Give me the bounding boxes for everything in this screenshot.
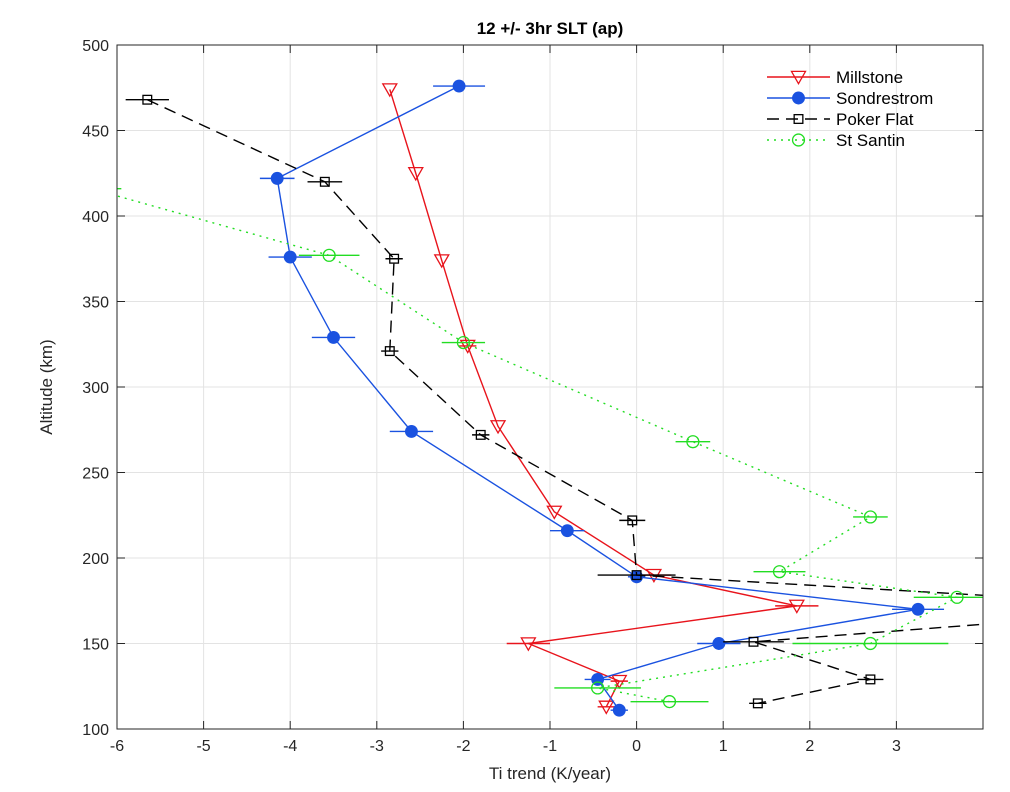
data-point-sondrestrom — [270, 171, 284, 185]
data-point-millstone — [433, 254, 450, 269]
data-point-sondrestrom — [911, 602, 925, 616]
data-point-st-santin — [85, 183, 97, 195]
data-point-poker-flat — [142, 94, 153, 105]
y-tick-label: 250 — [82, 466, 109, 483]
x-tick-label: 1 — [719, 738, 728, 755]
legend-label-poker-flat: Poker Flat — [836, 110, 914, 129]
data-point-poker-flat — [627, 515, 638, 526]
data-point-poker-flat — [475, 429, 486, 440]
data-point-sondrestrom — [327, 330, 340, 344]
y-tick-label: 150 — [82, 637, 109, 654]
chart-title: 12 +/- 3hr SLT (ap) — [477, 19, 624, 38]
data-point-millstone — [381, 83, 398, 98]
x-tick-label: -6 — [110, 738, 124, 755]
data-point-st-santin — [591, 681, 605, 695]
legend-label-millstone: Millstone — [836, 68, 903, 87]
data-point-millstone — [520, 637, 537, 652]
x-tick-label: 0 — [632, 738, 641, 755]
legend-marker-st-santin — [791, 133, 806, 147]
y-tick-label: 100 — [82, 722, 109, 739]
series-line-st-santin — [117, 195, 960, 703]
x-tick-label: 2 — [805, 738, 814, 755]
x-tick-label: 3 — [892, 738, 901, 755]
data-point-st-santin — [686, 435, 700, 449]
series-sondrestrom — [259, 79, 945, 717]
series-line-millstone — [389, 89, 797, 708]
data-point-millstone — [489, 420, 507, 435]
y-tick-label: 500 — [82, 38, 109, 55]
x-tick-label: -3 — [370, 738, 384, 755]
data-point-st-santin — [662, 695, 677, 709]
data-point-sondrestrom — [283, 250, 297, 264]
data-point-st-santin — [456, 335, 470, 350]
data-point-millstone — [611, 674, 628, 690]
x-axis-title: Ti trend (K/year) — [489, 764, 611, 783]
data-point-poker-flat — [748, 636, 759, 647]
legend-marker-millstone — [790, 70, 807, 85]
data-point-st-santin — [322, 248, 336, 262]
data-point-poker-flat — [865, 674, 876, 685]
legend-entry-millstone: Millstone — [767, 68, 903, 87]
legend-entry-poker-flat: Poker Flat — [767, 110, 914, 129]
data-point-millstone — [407, 166, 424, 182]
data-point-millstone — [459, 339, 476, 354]
data-point-sondrestrom — [712, 637, 726, 650]
data-point-poker-flat — [996, 619, 1005, 628]
x-tick-label: -1 — [543, 738, 557, 755]
data-point-sondrestrom — [560, 524, 574, 538]
data-point-poker-flat — [631, 570, 642, 581]
data-point-millstone — [788, 599, 805, 614]
y-tick-label: 450 — [82, 124, 109, 141]
series-st-santin — [85, 183, 983, 709]
series-layer — [85, 79, 1005, 717]
data-point-poker-flat — [389, 253, 400, 264]
y-tick-label: 400 — [82, 209, 109, 226]
legend: Millstone Sondrestrom Poker Flat St Santin — [767, 68, 933, 150]
data-point-sondrestrom — [404, 425, 418, 438]
legend-label-sondrestrom: Sondrestrom — [836, 89, 933, 108]
data-point-st-santin — [863, 510, 878, 524]
y-tick-label: 350 — [82, 295, 109, 312]
data-point-st-santin — [863, 636, 878, 651]
axis-ticks: -6 -5 -4 -3 -2 -1 0 1 2 3 100 150 200 250 300 350 400 450… — [82, 38, 983, 755]
data-point-poker-flat — [752, 698, 763, 709]
data-point-poker-flat — [319, 176, 330, 187]
legend-marker-poker-flat — [793, 114, 804, 124]
data-point-poker-flat — [384, 346, 395, 357]
data-point-st-santin — [950, 590, 964, 604]
y-axis-title: Altitude (km) — [37, 339, 56, 434]
y-tick-label: 200 — [82, 551, 109, 568]
legend-entry-sondrestrom: Sondrestrom — [767, 89, 933, 108]
data-point-sondrestrom — [612, 703, 626, 717]
data-point-millstone — [598, 700, 615, 715]
legend-label-st-santin: St Santin — [836, 131, 905, 150]
series-poker-flat — [125, 94, 1005, 709]
y-tick-label: 300 — [82, 380, 109, 397]
x-tick-label: -4 — [283, 738, 297, 755]
data-point-millstone — [546, 505, 563, 520]
legend-marker-sondrestrom — [792, 91, 805, 105]
x-tick-label: -2 — [456, 738, 470, 755]
data-point-st-santin — [772, 565, 787, 579]
data-point-sondrestrom — [452, 79, 466, 93]
legend-entry-st-santin: St Santin — [767, 131, 905, 150]
x-tick-label: -5 — [196, 738, 210, 755]
